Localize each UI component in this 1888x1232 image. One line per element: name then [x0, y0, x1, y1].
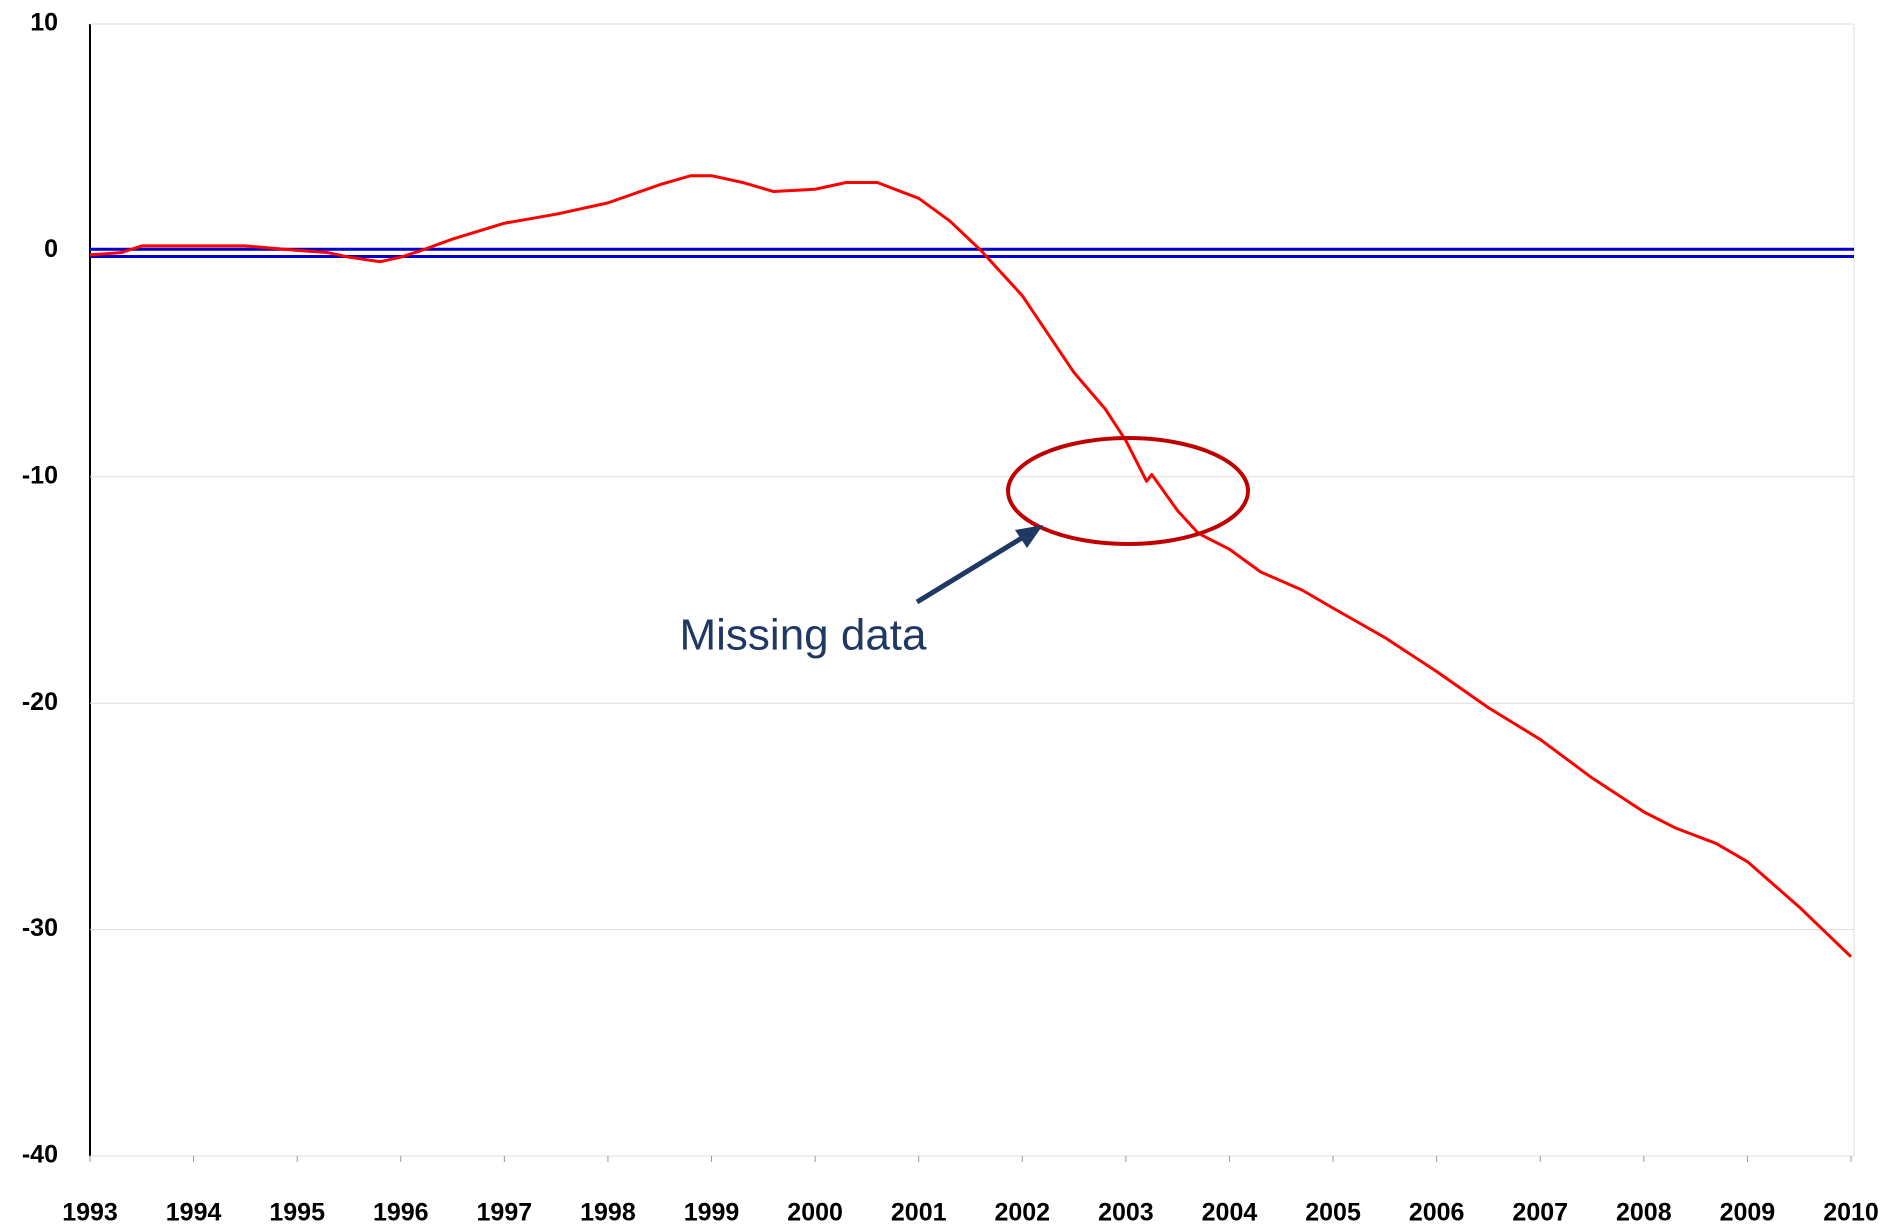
y-tick-label: -40: [22, 1141, 58, 1169]
y-tick-label: 0: [44, 235, 58, 263]
x-tick-label: 2003: [1098, 1199, 1154, 1227]
x-tick-label: 1995: [269, 1199, 325, 1227]
x-tick-label: 2001: [891, 1199, 947, 1227]
annotation: Missing data: [679, 611, 927, 660]
highlight-ellipse: [1006, 436, 1250, 546]
arrow-shaft: [915, 530, 1032, 605]
x-tick-label: 2004: [1202, 1199, 1258, 1227]
x-tick-label: 1999: [684, 1199, 740, 1227]
y-tick-label: 10: [30, 9, 58, 37]
data-line: [89, 174, 1853, 958]
x-tick-label: 1994: [166, 1199, 222, 1227]
arrow-head: [1015, 525, 1043, 548]
x-tick-label: 2010: [1823, 1199, 1879, 1227]
y-tick-label: -10: [22, 461, 58, 489]
x-tick-label: 2005: [1305, 1199, 1361, 1227]
y-tick-label: -20: [22, 688, 58, 716]
x-tick-label: 1993: [62, 1199, 118, 1227]
x-tick-label: 2009: [1720, 1199, 1776, 1227]
y-tick-label: -30: [22, 914, 58, 942]
x-tick-label: 1996: [373, 1199, 429, 1227]
x-tick-label: 1997: [477, 1199, 533, 1227]
x-tick-label: 2007: [1512, 1199, 1568, 1227]
x-tick-label: 2000: [787, 1199, 843, 1227]
x-tick-label: 1998: [580, 1199, 636, 1227]
x-tick-label: 2008: [1616, 1199, 1672, 1227]
x-tick-label: 2006: [1409, 1199, 1465, 1227]
x-tick-label: 2002: [994, 1199, 1050, 1227]
